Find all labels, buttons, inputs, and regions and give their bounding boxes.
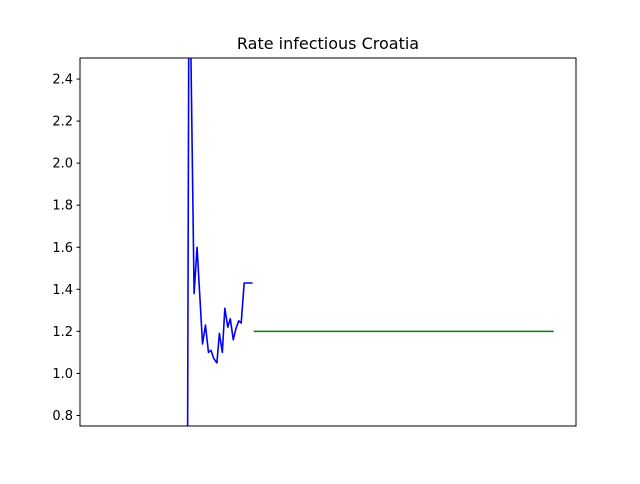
series-line-0 <box>186 58 253 426</box>
series-layer <box>186 58 554 426</box>
chart-title: Rate infectious Croatia <box>237 34 419 53</box>
y-tick-label: 1.0 <box>52 367 73 382</box>
plot-frame <box>79 57 577 427</box>
y-tick-label: 2.0 <box>52 157 73 172</box>
y-tick-label: 1.2 <box>52 325 73 340</box>
y-tick-label: 2.4 <box>52 73 73 88</box>
y-tick-label: 1.4 <box>52 283 73 298</box>
y-tick-label: 1.8 <box>52 199 73 214</box>
y-axis: 0.8 1.0 1.2 1.4 1.6 1.8 2.0 2.2 2.4 <box>52 73 80 424</box>
y-tick-label: 1.6 <box>52 241 73 256</box>
y-tick-label: 2.2 <box>52 115 73 130</box>
y-tick-label: 0.8 <box>52 409 73 424</box>
